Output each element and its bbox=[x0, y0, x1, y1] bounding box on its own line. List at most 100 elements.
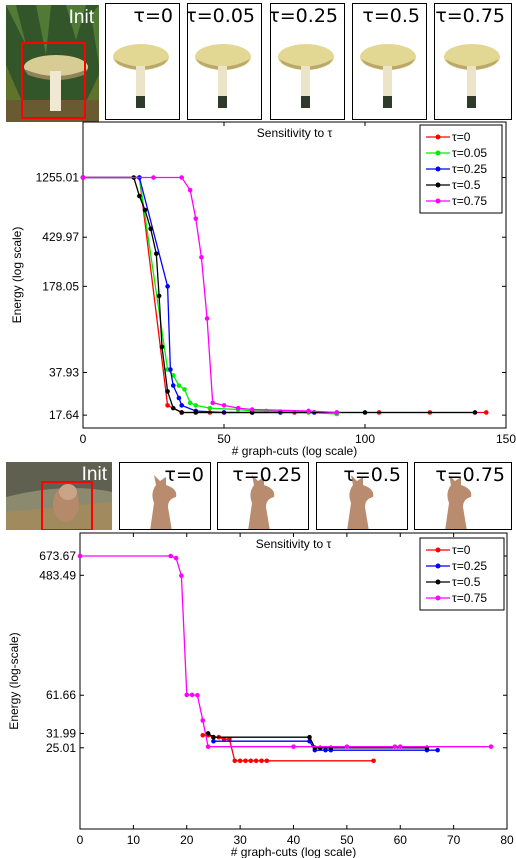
data-point bbox=[137, 193, 142, 199]
data-point bbox=[165, 284, 170, 289]
x-axis-label: # graph-cuts (log scale) bbox=[232, 444, 357, 458]
data-point bbox=[137, 175, 142, 180]
data-point bbox=[483, 410, 489, 415]
x-tick-label: 80 bbox=[500, 833, 514, 847]
series-line bbox=[83, 176, 315, 414]
mushroom-segment-picture bbox=[278, 44, 334, 108]
data-point bbox=[187, 187, 193, 193]
legend-marker bbox=[435, 595, 441, 601]
data-point bbox=[210, 400, 216, 406]
legend-marker bbox=[435, 579, 441, 585]
mushroom-scene-picture bbox=[6, 5, 99, 122]
chart-title: Sensitivity to τ bbox=[256, 537, 332, 551]
tau-label: τ=0.05 bbox=[187, 5, 255, 27]
data-point bbox=[292, 410, 297, 415]
data-point bbox=[323, 747, 328, 753]
data-point bbox=[195, 692, 200, 698]
data-point bbox=[371, 758, 376, 764]
data-point bbox=[235, 405, 241, 411]
llama-scene-picture bbox=[6, 462, 112, 530]
data-point bbox=[249, 407, 255, 412]
result-thumb-tau05: τ=0.5 bbox=[316, 462, 408, 530]
data-point bbox=[154, 251, 159, 256]
series-line bbox=[202, 734, 374, 762]
data-point bbox=[187, 400, 193, 406]
x-tick-label: 50 bbox=[340, 833, 354, 847]
data-point bbox=[424, 745, 430, 751]
data-point bbox=[156, 293, 162, 299]
result-thumb-tau025: τ=0.25 bbox=[270, 3, 345, 120]
chart-title: Sensitivity to τ bbox=[257, 126, 333, 140]
llama-segment-picture bbox=[248, 475, 275, 529]
data-point bbox=[151, 175, 156, 180]
data-point bbox=[334, 410, 340, 415]
data-point bbox=[334, 410, 340, 415]
data-point bbox=[193, 410, 199, 415]
data-point bbox=[173, 555, 179, 561]
y-tick-label: 37.93 bbox=[49, 365, 79, 379]
data-point bbox=[165, 367, 170, 372]
data-point bbox=[344, 744, 350, 749]
series-line bbox=[207, 732, 427, 749]
data-point bbox=[170, 405, 176, 411]
data-point bbox=[307, 734, 312, 740]
x-tick-label: 50 bbox=[217, 432, 231, 446]
y-tick-label: 1255.01 bbox=[36, 171, 80, 185]
result-thumb-tau0: τ=0 bbox=[105, 3, 180, 120]
plot-area bbox=[79, 532, 508, 830]
legend-marker bbox=[435, 166, 441, 172]
data-point bbox=[221, 410, 227, 415]
data-point bbox=[205, 744, 211, 749]
data-point bbox=[137, 175, 142, 180]
data-point bbox=[306, 408, 311, 414]
y-tick-label: 483.49 bbox=[39, 568, 76, 582]
init-image-llama: Init bbox=[6, 462, 112, 530]
y-axis-label: Energy (log-scale) bbox=[7, 632, 21, 729]
legend-marker bbox=[435, 547, 441, 553]
series-line bbox=[83, 176, 337, 414]
data-point bbox=[253, 758, 259, 764]
data-point bbox=[249, 410, 255, 415]
data-point bbox=[179, 410, 184, 415]
x-tick-label: 60 bbox=[394, 833, 408, 847]
data-point bbox=[427, 410, 433, 415]
data-point bbox=[243, 758, 248, 764]
data-point bbox=[232, 758, 238, 764]
data-point bbox=[264, 408, 269, 414]
data-point bbox=[392, 744, 398, 749]
data-point bbox=[142, 207, 148, 213]
data-point bbox=[211, 738, 216, 744]
data-point bbox=[306, 410, 311, 415]
data-point bbox=[221, 410, 227, 415]
data-point bbox=[207, 405, 213, 411]
data-point bbox=[307, 738, 312, 744]
data-point bbox=[362, 410, 368, 415]
data-point bbox=[168, 367, 173, 372]
data-point bbox=[137, 175, 142, 180]
legend-box bbox=[419, 537, 505, 611]
data-point bbox=[179, 573, 184, 579]
x-tick-label: 20 bbox=[180, 833, 194, 847]
data-point bbox=[207, 410, 213, 415]
legend-label: τ=0.75 bbox=[452, 591, 487, 605]
data-point bbox=[328, 747, 334, 753]
mushroom-segment-picture bbox=[360, 44, 416, 108]
data-point bbox=[179, 175, 184, 180]
tau-label: τ=0.5 bbox=[343, 464, 401, 486]
y-axis-label: Energy (log scale) bbox=[10, 227, 24, 324]
legend-label: τ=0.25 bbox=[452, 162, 487, 176]
series-line bbox=[80, 555, 491, 748]
y-tick-label: 61.66 bbox=[46, 688, 76, 702]
result-thumb-tau005: τ=0.05 bbox=[187, 3, 262, 120]
data-point bbox=[334, 411, 340, 417]
result-thumb-tau075: τ=0.75 bbox=[434, 3, 512, 120]
tau-label: τ=0.5 bbox=[362, 5, 420, 27]
legend-box bbox=[419, 124, 503, 214]
data-point bbox=[199, 254, 204, 260]
data-point bbox=[179, 403, 184, 408]
data-point bbox=[80, 175, 86, 180]
data-point bbox=[211, 734, 216, 740]
series-line bbox=[83, 176, 475, 414]
